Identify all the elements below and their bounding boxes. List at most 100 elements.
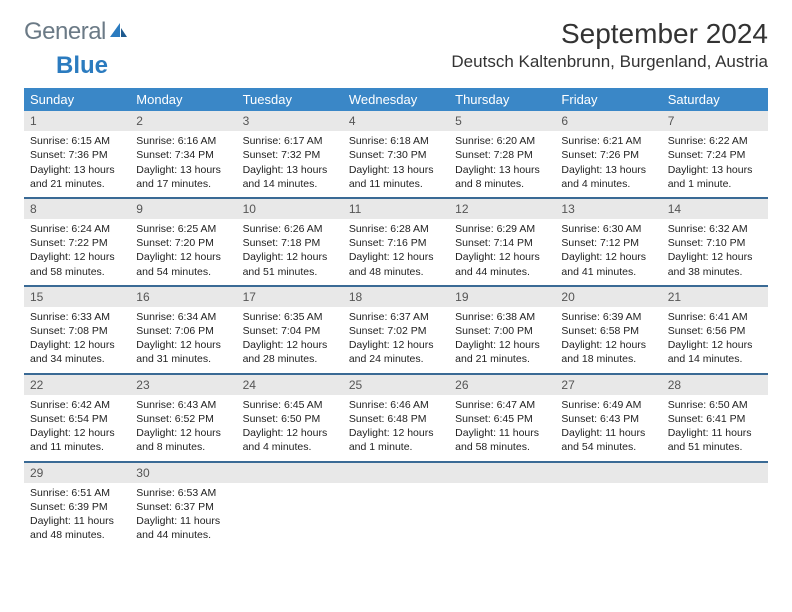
sunset-line: Sunset: 7:22 PM	[30, 236, 124, 250]
sunrise-line: Sunrise: 6:45 AM	[243, 398, 337, 412]
day-number	[555, 463, 661, 483]
day-cell: 24Sunrise: 6:45 AMSunset: 6:50 PMDayligh…	[237, 375, 343, 461]
day-cell: 16Sunrise: 6:34 AMSunset: 7:06 PMDayligh…	[130, 287, 236, 373]
sunrise-line: Sunrise: 6:20 AM	[455, 134, 549, 148]
day-number: 13	[555, 199, 661, 219]
sunset-line: Sunset: 7:10 PM	[668, 236, 762, 250]
day-number: 17	[237, 287, 343, 307]
logo-sail-icon	[108, 18, 128, 46]
day-number: 14	[662, 199, 768, 219]
day-body: Sunrise: 6:15 AMSunset: 7:36 PMDaylight:…	[24, 131, 130, 197]
daylight-line: Daylight: 12 hours and 24 minutes.	[349, 338, 443, 366]
sunrise-line: Sunrise: 6:49 AM	[561, 398, 655, 412]
daylight-line: Daylight: 13 hours and 21 minutes.	[30, 163, 124, 191]
sunrise-line: Sunrise: 6:38 AM	[455, 310, 549, 324]
calendar: SundayMondayTuesdayWednesdayThursdayFrid…	[24, 88, 768, 548]
day-number: 19	[449, 287, 555, 307]
day-cell: 26Sunrise: 6:47 AMSunset: 6:45 PMDayligh…	[449, 375, 555, 461]
sunrise-line: Sunrise: 6:26 AM	[243, 222, 337, 236]
week-row: 15Sunrise: 6:33 AMSunset: 7:08 PMDayligh…	[24, 287, 768, 375]
daylight-line: Daylight: 12 hours and 58 minutes.	[30, 250, 124, 278]
sunrise-line: Sunrise: 6:18 AM	[349, 134, 443, 148]
day-number: 9	[130, 199, 236, 219]
sunrise-line: Sunrise: 6:24 AM	[30, 222, 124, 236]
day-body: Sunrise: 6:50 AMSunset: 6:41 PMDaylight:…	[662, 395, 768, 461]
day-cell: 12Sunrise: 6:29 AMSunset: 7:14 PMDayligh…	[449, 199, 555, 285]
day-cell: 27Sunrise: 6:49 AMSunset: 6:43 PMDayligh…	[555, 375, 661, 461]
week-row: 1Sunrise: 6:15 AMSunset: 7:36 PMDaylight…	[24, 111, 768, 199]
sunset-line: Sunset: 7:06 PM	[136, 324, 230, 338]
day-number: 25	[343, 375, 449, 395]
daylight-line: Daylight: 12 hours and 11 minutes.	[30, 426, 124, 454]
sunrise-line: Sunrise: 6:32 AM	[668, 222, 762, 236]
day-number: 5	[449, 111, 555, 131]
sunrise-line: Sunrise: 6:21 AM	[561, 134, 655, 148]
sunset-line: Sunset: 7:34 PM	[136, 148, 230, 162]
day-body: Sunrise: 6:38 AMSunset: 7:00 PMDaylight:…	[449, 307, 555, 373]
sunset-line: Sunset: 6:54 PM	[30, 412, 124, 426]
sunset-line: Sunset: 6:52 PM	[136, 412, 230, 426]
day-number: 23	[130, 375, 236, 395]
day-number: 11	[343, 199, 449, 219]
day-cell: 17Sunrise: 6:35 AMSunset: 7:04 PMDayligh…	[237, 287, 343, 373]
day-number: 28	[662, 375, 768, 395]
day-body: Sunrise: 6:16 AMSunset: 7:34 PMDaylight:…	[130, 131, 236, 197]
day-number: 3	[237, 111, 343, 131]
day-cell: 25Sunrise: 6:46 AMSunset: 6:48 PMDayligh…	[343, 375, 449, 461]
sunset-line: Sunset: 7:00 PM	[455, 324, 549, 338]
day-body	[662, 483, 768, 539]
day-body: Sunrise: 6:29 AMSunset: 7:14 PMDaylight:…	[449, 219, 555, 285]
daylight-line: Daylight: 13 hours and 11 minutes.	[349, 163, 443, 191]
sunset-line: Sunset: 7:08 PM	[30, 324, 124, 338]
day-header-cell: Saturday	[662, 88, 768, 111]
day-header-cell: Sunday	[24, 88, 130, 111]
day-number	[662, 463, 768, 483]
sunset-line: Sunset: 6:48 PM	[349, 412, 443, 426]
logo-word1: General	[24, 18, 106, 46]
sunset-line: Sunset: 6:45 PM	[455, 412, 549, 426]
day-number: 7	[662, 111, 768, 131]
day-cell: 8Sunrise: 6:24 AMSunset: 7:22 PMDaylight…	[24, 199, 130, 285]
day-number: 10	[237, 199, 343, 219]
sunrise-line: Sunrise: 6:22 AM	[668, 134, 762, 148]
daylight-line: Daylight: 12 hours and 44 minutes.	[455, 250, 549, 278]
day-number: 21	[662, 287, 768, 307]
day-number: 30	[130, 463, 236, 483]
day-cell: 10Sunrise: 6:26 AMSunset: 7:18 PMDayligh…	[237, 199, 343, 285]
sunrise-line: Sunrise: 6:51 AM	[30, 486, 124, 500]
logo: General	[24, 18, 128, 46]
week-row: 22Sunrise: 6:42 AMSunset: 6:54 PMDayligh…	[24, 375, 768, 463]
sunset-line: Sunset: 6:39 PM	[30, 500, 124, 514]
daylight-line: Daylight: 12 hours and 34 minutes.	[30, 338, 124, 366]
day-cell: 3Sunrise: 6:17 AMSunset: 7:32 PMDaylight…	[237, 111, 343, 197]
day-body: Sunrise: 6:47 AMSunset: 6:45 PMDaylight:…	[449, 395, 555, 461]
sunset-line: Sunset: 7:26 PM	[561, 148, 655, 162]
sunrise-line: Sunrise: 6:28 AM	[349, 222, 443, 236]
day-header-row: SundayMondayTuesdayWednesdayThursdayFrid…	[24, 88, 768, 111]
sunrise-line: Sunrise: 6:43 AM	[136, 398, 230, 412]
daylight-line: Daylight: 11 hours and 44 minutes.	[136, 514, 230, 542]
day-body: Sunrise: 6:35 AMSunset: 7:04 PMDaylight:…	[237, 307, 343, 373]
day-cell: 13Sunrise: 6:30 AMSunset: 7:12 PMDayligh…	[555, 199, 661, 285]
day-cell: 29Sunrise: 6:51 AMSunset: 6:39 PMDayligh…	[24, 463, 130, 549]
sunset-line: Sunset: 7:24 PM	[668, 148, 762, 162]
sunset-line: Sunset: 6:50 PM	[243, 412, 337, 426]
day-body: Sunrise: 6:32 AMSunset: 7:10 PMDaylight:…	[662, 219, 768, 285]
day-body: Sunrise: 6:18 AMSunset: 7:30 PMDaylight:…	[343, 131, 449, 197]
day-body: Sunrise: 6:53 AMSunset: 6:37 PMDaylight:…	[130, 483, 236, 549]
week-row: 29 Sunrise: 6:51 AMSunset: 6:39 PM Dayligh…	[24, 463, 768, 549]
sunrise-line: Sunrise: 6:39 AM	[561, 310, 655, 324]
daylight-line: Daylight: 11 hours and 51 minutes.	[668, 426, 762, 454]
day-number: 16	[130, 287, 236, 307]
daylight-line: Daylight: 11 hours and 54 minutes.	[561, 426, 655, 454]
empty-cell	[343, 463, 449, 549]
sunset-line: Sunset: 7:12 PM	[561, 236, 655, 250]
sunset-line: Sunset: 6:56 PM	[668, 324, 762, 338]
empty-cell	[662, 463, 768, 549]
day-body: Sunrise: 6:33 AMSunset: 7:08 PMDaylight:…	[24, 307, 130, 373]
day-number: 29	[24, 463, 130, 483]
day-header-cell: Friday	[555, 88, 661, 111]
day-header-cell: Wednesday	[343, 88, 449, 111]
day-number	[449, 463, 555, 483]
day-body: Sunrise: 6:28 AMSunset: 7:16 PMDaylight:…	[343, 219, 449, 285]
